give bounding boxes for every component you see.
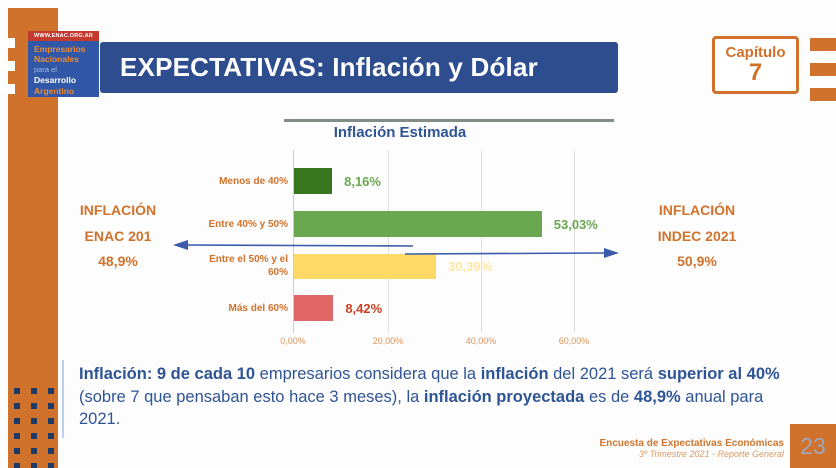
dot xyxy=(31,388,37,394)
annotation-inflacion-indec: INFLACIÓN INDEC 2021 50,9% xyxy=(647,198,747,275)
slide-title-bar: EXPECTATIVAS: Inflación y Dólar xyxy=(100,42,618,93)
annotation-line: 48,9% xyxy=(98,253,138,269)
y-axis-line xyxy=(293,150,294,333)
page-number-badge: 23 xyxy=(790,424,836,468)
dot xyxy=(31,418,37,424)
left-dash-decoration xyxy=(0,38,15,48)
dot xyxy=(31,433,37,439)
annotation-line: INDEC 2021 xyxy=(657,227,737,244)
logo-line: Argentino xyxy=(34,85,75,96)
summary-segment: anual para 2021. xyxy=(79,387,764,429)
chapter-label: Capítulo xyxy=(725,44,786,61)
dot xyxy=(48,388,54,394)
annotation-inflacion-enac: INFLACIÓN ENAC 201 48,9% xyxy=(68,198,168,275)
dot xyxy=(48,463,54,468)
dot xyxy=(48,448,54,454)
logo-line: para el xyxy=(34,64,57,74)
summary-paragraph: Inflación: 9 de cada 10 empresarios cons… xyxy=(79,363,784,431)
summary-segment: es de xyxy=(584,387,634,406)
summary-segment: (sobre 7 que pensaban esto hace 3 meses)… xyxy=(79,387,424,406)
footer-report-name: Encuesta de Expectativas Económicas xyxy=(599,438,784,449)
bar-40-50 xyxy=(294,211,542,237)
chart-frame-line xyxy=(284,119,614,122)
category-label: Más del 60% xyxy=(228,303,288,314)
dot xyxy=(14,403,20,409)
x-tick: 40,00% xyxy=(465,336,497,346)
logo-line: Empresarios xyxy=(34,44,86,54)
dot xyxy=(31,463,37,468)
right-dash-decoration xyxy=(810,88,836,101)
left-dash-decoration xyxy=(0,84,15,94)
dot xyxy=(48,433,54,439)
summary-segment: Inflación: 9 de cada 10 xyxy=(79,365,256,383)
category-label: Entre el 50% y el 60% xyxy=(209,254,288,278)
right-dash-decoration xyxy=(810,63,836,76)
annotation-line: INFLACIÓN xyxy=(79,202,157,218)
dot xyxy=(14,418,20,424)
summary-segment: del 2021 será xyxy=(548,365,658,383)
value-label: 8,16% xyxy=(344,174,381,189)
enac-logo: WWW.ENAC.ORG.AR Empresarios Nacionales p… xyxy=(28,31,99,97)
summary-segment: empresarios considera que la xyxy=(255,365,481,383)
x-tick: 20,00% xyxy=(372,336,404,346)
bar-50-60 xyxy=(294,254,436,279)
logo-line: Nacionales xyxy=(34,54,79,65)
dot xyxy=(31,448,37,454)
gridline-60 xyxy=(574,150,575,333)
annotation-line: 50,9% xyxy=(677,253,717,269)
logo-url-banner: WWW.ENAC.ORG.AR xyxy=(28,31,99,41)
gridline-20 xyxy=(388,150,389,333)
dot xyxy=(48,403,54,409)
left-dash-decoration xyxy=(0,61,15,71)
bar-menos-40 xyxy=(294,168,333,194)
report-footer: Encuesta de Expectativas Económicas 3º T… xyxy=(599,438,784,459)
category-label: Entre 40% y 50% xyxy=(208,219,289,230)
x-tick: 60,00% xyxy=(558,336,590,346)
footer-report-edition: 3º Trimestre 2021 - Reporte General xyxy=(638,449,784,459)
summary-segment: 48,9% xyxy=(633,387,681,406)
arrowhead-left xyxy=(173,240,188,250)
dot xyxy=(31,403,37,409)
dot xyxy=(14,388,20,394)
logo-text-block: Empresarios Nacionales para el Desarroll… xyxy=(28,41,99,97)
dot xyxy=(14,448,20,454)
x-tick: 0,00% xyxy=(280,336,306,346)
value-label: 53,03% xyxy=(553,217,598,232)
summary-segment: inflación proyectada xyxy=(423,387,585,406)
logo-line: Desarrollo xyxy=(34,75,77,86)
arrowhead-right xyxy=(604,248,619,258)
paragraph-left-rule xyxy=(62,360,64,438)
annotation-line: ENAC 201 xyxy=(84,227,152,244)
category-label: Menos de 40% xyxy=(219,176,288,187)
dot xyxy=(48,418,54,424)
gridline-40 xyxy=(481,150,482,333)
dot xyxy=(14,463,20,468)
dot-grid-decoration xyxy=(14,388,58,468)
slide-title: EXPECTATIVAS: Inflación y Dólar xyxy=(120,52,538,82)
value-label: 8,42% xyxy=(345,301,383,316)
value-label: 30,39% xyxy=(447,259,493,274)
summary-segment: inflación xyxy=(480,365,549,383)
chapter-badge: Capítulo 7 xyxy=(712,36,799,94)
chapter-number: 7 xyxy=(748,59,763,86)
dot xyxy=(14,433,20,439)
summary-segment: superior al 40% xyxy=(657,365,780,383)
right-dash-decoration xyxy=(810,38,836,51)
annotation-line: INFLACIÓN xyxy=(658,202,736,218)
chart-title: Inflación Estimada xyxy=(333,124,467,141)
bar-mas-60 xyxy=(294,295,334,321)
double-arrow xyxy=(173,240,619,258)
